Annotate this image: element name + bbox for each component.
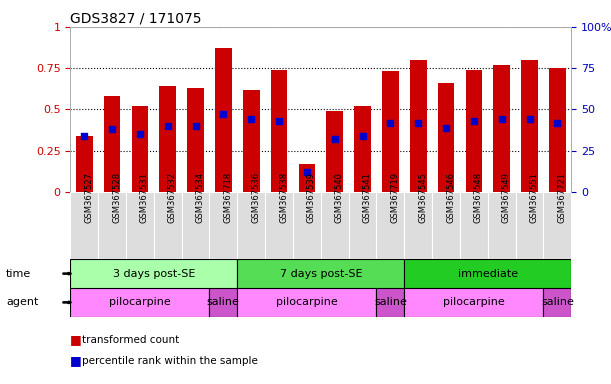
Point [246,116,256,122]
Text: saline: saline [207,297,240,308]
Point [107,126,117,132]
Text: GSM367721: GSM367721 [557,172,566,223]
Text: ■: ■ [70,354,82,367]
Point [357,133,367,139]
Point [79,133,89,139]
Point [525,116,535,122]
Bar [131,106,148,192]
Bar [410,60,426,192]
Bar [70,259,237,288]
Point [163,123,172,129]
Bar [404,259,571,288]
Text: GSM367538: GSM367538 [279,172,288,223]
Bar [437,83,455,192]
Point [497,116,507,122]
Bar [543,192,571,259]
Bar [215,48,232,192]
Text: GSM367546: GSM367546 [446,172,455,223]
Text: GDS3827 / 171075: GDS3827 / 171075 [70,12,202,25]
Bar [404,288,543,317]
Text: immediate: immediate [458,268,518,279]
Text: GSM367549: GSM367549 [502,172,511,223]
Bar [271,70,287,192]
Bar [187,88,204,192]
Text: GSM367528: GSM367528 [112,172,121,223]
Text: GSM367531: GSM367531 [140,172,149,223]
Point [552,119,562,126]
Point [469,118,479,124]
Bar [432,192,460,259]
Point [386,119,395,126]
Text: GSM367534: GSM367534 [196,172,205,223]
Bar [76,136,92,192]
Bar [104,96,120,192]
Text: time: time [6,268,31,279]
Text: GSM367539: GSM367539 [307,172,316,223]
Bar [210,192,237,259]
Point [413,119,423,126]
Bar [181,192,210,259]
Bar [488,192,516,259]
Text: pilocarpine: pilocarpine [109,297,170,308]
Point [191,123,200,129]
Text: pilocarpine: pilocarpine [443,297,505,308]
Bar [159,86,176,192]
Bar [543,288,571,317]
Bar [265,192,293,259]
Text: GSM367540: GSM367540 [335,172,344,223]
Text: percentile rank within the sample: percentile rank within the sample [82,356,258,366]
Bar [382,71,399,192]
Point [330,136,340,142]
Text: pilocarpine: pilocarpine [276,297,338,308]
Bar [243,89,260,192]
Bar [516,192,543,259]
Text: GSM367548: GSM367548 [474,172,483,223]
Bar [210,288,237,317]
Bar [98,192,126,259]
Bar [354,106,371,192]
Text: saline: saline [374,297,407,308]
Text: 7 days post-SE: 7 days post-SE [279,268,362,279]
Bar [349,192,376,259]
Text: GSM367532: GSM367532 [167,172,177,223]
Text: GSM367551: GSM367551 [530,172,538,223]
Bar [521,60,538,192]
Point [274,118,284,124]
Point [219,111,229,118]
Text: agent: agent [6,297,38,308]
Point [135,131,145,137]
Text: GSM367527: GSM367527 [84,172,93,223]
Bar [154,192,181,259]
Text: GSM367541: GSM367541 [362,172,371,223]
Bar [549,68,566,192]
Bar [237,192,265,259]
Text: GSM367545: GSM367545 [418,172,427,223]
Text: saline: saline [541,297,574,308]
Bar [70,288,210,317]
Bar [376,192,404,259]
Bar [326,111,343,192]
Bar [376,288,404,317]
Bar [466,70,482,192]
Text: transformed count: transformed count [82,335,180,345]
Text: GSM367719: GSM367719 [390,172,400,223]
Bar [299,164,315,192]
Point [441,124,451,131]
Bar [237,288,376,317]
Bar [404,192,432,259]
Bar [321,192,349,259]
Bar [293,192,321,259]
Bar [460,192,488,259]
Bar [493,65,510,192]
Point [302,169,312,175]
Bar [70,192,98,259]
Bar [126,192,154,259]
Text: GSM367536: GSM367536 [251,172,260,223]
Text: 3 days post-SE: 3 days post-SE [112,268,195,279]
Text: ■: ■ [70,333,82,346]
Text: GSM367718: GSM367718 [224,172,232,223]
Bar [237,259,404,288]
